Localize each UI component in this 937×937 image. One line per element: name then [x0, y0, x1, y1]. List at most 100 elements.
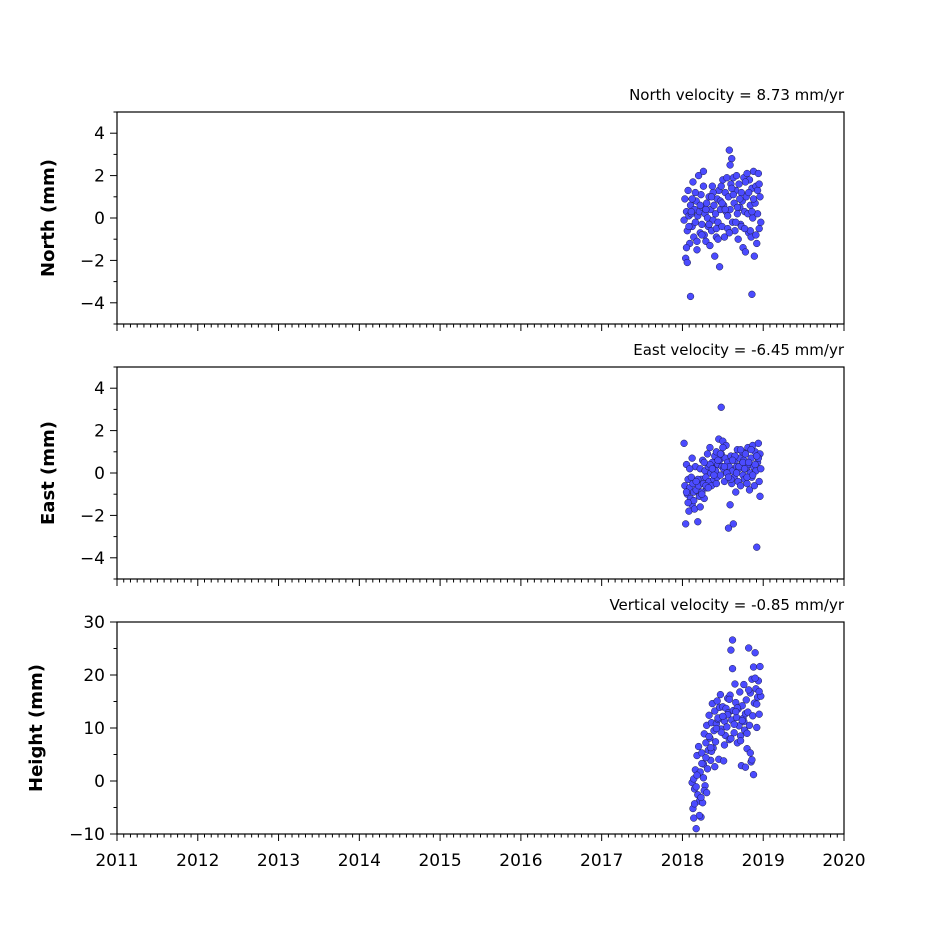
height-data-point — [707, 743, 715, 752]
east-ytick-label: −2 — [80, 506, 105, 526]
height-data-point — [719, 712, 727, 720]
north-data-point — [685, 222, 693, 231]
east-data-point — [694, 518, 702, 526]
height-ytick-label: 20 — [83, 666, 105, 686]
north-data-point — [749, 195, 758, 203]
east-data-point — [755, 477, 763, 486]
height-data-point — [703, 765, 712, 773]
north-data-point — [743, 169, 751, 178]
east-data-point — [724, 524, 733, 532]
north-ticklabels: 4 2 0 −2 −4 — [80, 124, 105, 314]
east-data-point — [682, 488, 691, 496]
height-data-point — [727, 646, 735, 654]
north-data-point — [755, 180, 763, 188]
height-data-point — [732, 707, 740, 716]
east-data-point — [710, 471, 718, 479]
height-data-point — [755, 687, 763, 696]
height-ytick-label: 30 — [83, 613, 105, 633]
north-data-point — [734, 235, 742, 243]
height-data-point — [711, 707, 719, 715]
north-data-point — [724, 212, 732, 220]
height-data-point — [745, 644, 753, 652]
height-data-point — [756, 662, 764, 671]
north-data-point — [702, 205, 710, 214]
height-data-point — [728, 664, 737, 673]
north-data-point — [706, 241, 714, 250]
north-data-point — [718, 199, 726, 207]
east-data-point — [749, 471, 757, 479]
north-data-point — [725, 146, 733, 154]
height-data-point — [694, 742, 703, 751]
east-data-point — [692, 477, 700, 486]
east-data-point — [757, 465, 765, 473]
height-data-point — [711, 738, 720, 746]
east-data-point — [704, 484, 712, 492]
height-xtick-label: 2015 — [418, 851, 461, 871]
north-data-point — [686, 292, 695, 301]
height-data-point — [713, 697, 721, 705]
north-plot-area — [116, 111, 845, 325]
north-data-point — [693, 246, 701, 254]
height-data-point — [753, 723, 761, 732]
height-data-point — [749, 712, 757, 720]
height-data-point — [705, 732, 713, 741]
height-data-point — [703, 789, 711, 797]
north-data-point — [753, 239, 761, 248]
north-data-point — [715, 263, 724, 271]
east-data-point — [680, 439, 688, 447]
east-data-point — [750, 482, 758, 490]
height-data-point — [716, 690, 725, 699]
east-data-point — [732, 469, 741, 477]
height-data-point — [719, 757, 728, 765]
north-data-point — [683, 258, 691, 267]
east-panel: East velocity = -6.45 mm/yr East (mm) 4 2… — [38, 341, 845, 586]
height-data-point — [753, 700, 761, 708]
north-ytick-label: 2 — [94, 167, 105, 187]
height-xtick-label: 2012 — [176, 851, 219, 871]
north-data-point — [682, 244, 691, 252]
north-data-point — [748, 290, 756, 298]
height-data-point — [746, 749, 754, 757]
height-xtick-label: 2018 — [661, 851, 704, 871]
height-data-point — [690, 814, 698, 822]
east-plot-area — [116, 366, 845, 580]
height-ytick-label: 0 — [94, 772, 105, 792]
north-data-point — [729, 191, 737, 199]
north-data-point — [735, 180, 743, 188]
east-data-point — [724, 473, 733, 481]
north-data-point — [699, 167, 708, 176]
north-ylabel: North (mm) — [38, 159, 59, 277]
north-data-point — [726, 161, 734, 169]
north-data-point — [754, 169, 763, 178]
north-data-point — [691, 188, 700, 197]
height-data-point — [698, 749, 706, 757]
north-panel: North velocity = 8.73 mm/yr North (mm) 4… — [38, 86, 845, 331]
east-points — [680, 403, 765, 551]
north-data-point — [736, 195, 744, 203]
east-data-point — [745, 458, 753, 467]
north-data-point — [687, 207, 695, 216]
north-ytick-label: 0 — [94, 209, 105, 229]
height-data-point — [725, 695, 733, 704]
north-data-point — [694, 171, 703, 180]
east-data-point — [741, 450, 750, 458]
east-data-point — [754, 439, 763, 447]
north-points — [680, 146, 765, 301]
east-data-point — [736, 482, 745, 490]
north-data-point — [745, 188, 753, 197]
north-data-point — [725, 229, 733, 237]
height-data-point — [730, 720, 738, 728]
north-data-point — [728, 154, 736, 163]
north-data-point — [691, 218, 700, 226]
north-data-point — [753, 186, 762, 195]
north-data-point — [728, 184, 736, 192]
east-data-point — [745, 486, 754, 494]
north-data-point — [733, 210, 742, 218]
north-data-point — [699, 182, 708, 190]
height-data-point — [728, 636, 737, 644]
height-data-point — [738, 716, 746, 725]
north-data-point — [740, 224, 749, 233]
east-ytick-label: 2 — [94, 422, 105, 442]
height-data-point — [744, 708, 752, 716]
height-data-point — [699, 774, 708, 782]
